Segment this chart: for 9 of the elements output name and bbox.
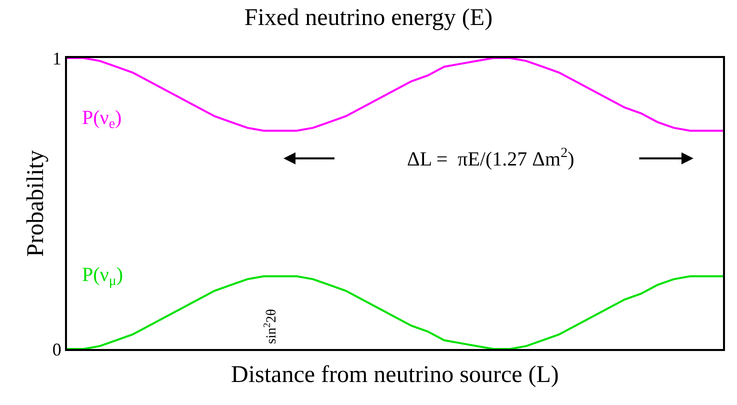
x-axis-title: Distance from neutrino source (L)	[231, 362, 559, 388]
annotation: ΔL = πE/(1.27 Δm$^{2}$)	[407, 146, 574, 170]
series-label: P(ν$_{e}$)	[82, 107, 122, 132]
y-tick-label: 0	[52, 339, 62, 360]
y-axis-title: Probability	[23, 150, 49, 257]
text: P(ν$_{μ}$)	[82, 264, 124, 290]
line-series	[67, 58, 723, 132]
chart-title: Fixed neutrino energy (E)	[244, 4, 493, 31]
y-tick-label: 1	[52, 48, 62, 68]
